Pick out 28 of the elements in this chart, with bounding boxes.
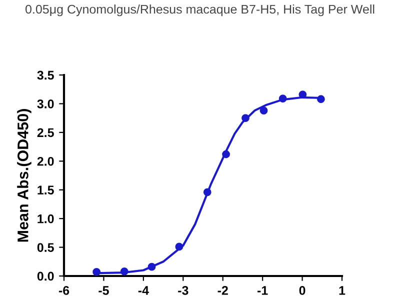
x-tick-label: -6 xyxy=(58,286,70,295)
y-tick-label: 1.5 xyxy=(38,186,54,195)
point xyxy=(260,106,268,115)
x-tick-label: 0 xyxy=(299,286,306,295)
point xyxy=(278,94,287,102)
point xyxy=(222,150,230,158)
y-tick-label: 2.0 xyxy=(37,156,54,166)
y-tick-label: 2.5 xyxy=(37,128,54,138)
x-tick-label: -4 xyxy=(138,286,149,295)
point xyxy=(92,268,101,276)
y-tick-label: 0.0 xyxy=(37,272,54,281)
x-tick-label: 1 xyxy=(339,286,346,295)
y-tick-label: 3.5 xyxy=(37,70,54,80)
y-axis-title: Mean Abs.(OD450) xyxy=(17,109,32,242)
point xyxy=(203,188,212,196)
x-tick-label: -1 xyxy=(258,286,268,295)
point xyxy=(175,242,184,251)
y-tick-label: 1.0 xyxy=(38,214,54,224)
chart-title: 0.05μg Cynomolgus/Rhesus macaque B7-H5, His Tag Per Well xyxy=(26,4,374,16)
x-tick-label: -3 xyxy=(178,286,188,295)
x-tick-label: -2 xyxy=(218,286,228,295)
y-tick-label: 0.5 xyxy=(37,243,54,252)
point xyxy=(242,114,250,122)
point xyxy=(317,95,325,104)
x-tick-label: -5 xyxy=(98,286,109,295)
point xyxy=(148,262,156,271)
y-tick-label: 3.0 xyxy=(37,100,54,108)
point xyxy=(120,267,128,276)
